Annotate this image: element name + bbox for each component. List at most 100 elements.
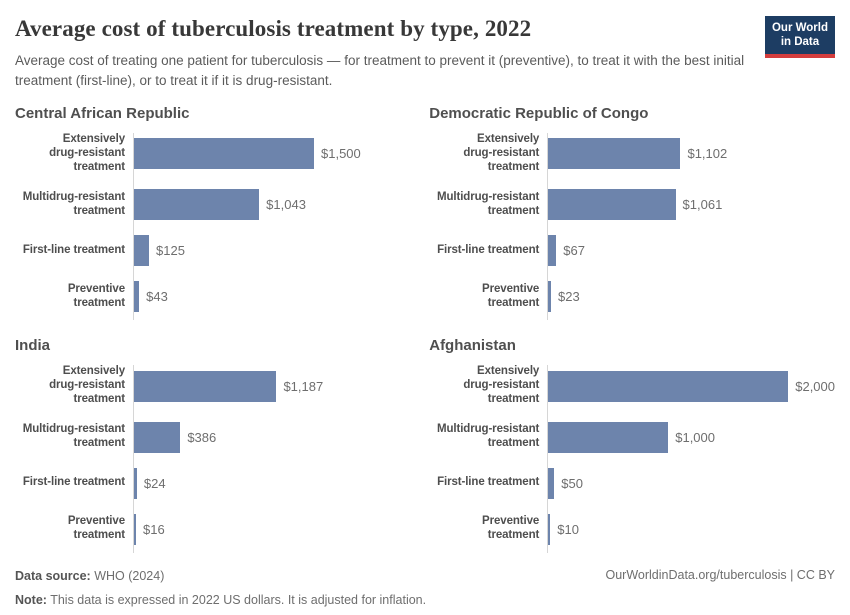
chart-panel: Democratic Republic of Congo Extensively… — [429, 104, 835, 321]
value-label: $1,043 — [266, 197, 306, 213]
bar-track: $23 — [548, 281, 835, 313]
panel-title: Afghanistan — [429, 337, 516, 355]
value-label: $24 — [143, 475, 166, 491]
bar-row: Preventive treatment $23 — [429, 281, 835, 313]
bar-track: $1,102 — [548, 138, 835, 170]
bar-track: $10 — [548, 513, 835, 545]
panel-title: Democratic Republic of Congo — [429, 104, 649, 122]
panels-grid: Central African Republic Extensively drug… — [15, 105, 835, 553]
data-source-label: Data source: — [15, 568, 91, 583]
category-label: Preventive treatment — [67, 283, 125, 309]
bar — [134, 513, 136, 545]
bar — [548, 513, 551, 545]
data-source-line: Data source: WHO (2024) — [15, 568, 426, 585]
panel-chart: Extensively drug-resistant treatment $2,00… — [429, 365, 835, 553]
bar-track: $1,187 — [134, 370, 413, 402]
panel-chart: Extensively drug-resistant treatment $1,18… — [15, 365, 413, 553]
category-label: Preventive treatment — [482, 283, 540, 309]
bar-row: Extensively drug-resistant treatment $2,00… — [429, 365, 835, 406]
bar-row: First-line treatment $50 — [429, 467, 835, 499]
owid-logo: Our World in Data — [764, 16, 835, 59]
axis-line — [133, 365, 134, 553]
bar — [134, 189, 260, 221]
panel-title: Central African Republic — [15, 104, 190, 122]
category-label: Multidrug-resistant treatment — [22, 423, 125, 450]
chart-panel: Central African Republic Extensively drug… — [15, 104, 413, 321]
value-label: $50 — [561, 475, 583, 491]
bar-row: First-line treatment $125 — [15, 235, 413, 267]
bar-track: $24 — [134, 467, 413, 499]
value-label: $43 — [146, 289, 168, 305]
bar — [548, 189, 676, 221]
bar — [134, 421, 181, 453]
bar-track: $43 — [134, 281, 413, 313]
owid-logo-line2: in Data — [780, 35, 820, 48]
bar — [134, 281, 140, 313]
value-label: $23 — [557, 289, 580, 305]
bar-row: First-line treatment $67 — [429, 235, 835, 267]
footer-citation-link[interactable]: OurWorldinData.org/tuberculosis | CC BY — [605, 567, 836, 582]
bar-row: Multidrug-resistant treatment $1,043 — [15, 189, 413, 221]
value-label: $1,000 — [675, 429, 715, 445]
bar-track: $16 — [134, 513, 413, 545]
category-label: Extensively drug-resistant treatment — [463, 365, 540, 405]
bar-track: $386 — [134, 421, 413, 453]
bar — [134, 138, 314, 170]
bar — [548, 281, 551, 313]
bar-row: Multidrug-resistant treatment $1,061 — [429, 189, 835, 221]
value-label: $1,102 — [687, 146, 728, 162]
note-line: Note: This data is expressed in 2022 US … — [15, 592, 426, 609]
axis-line — [133, 132, 134, 321]
category-label: Multidrug-resistant treatment — [436, 191, 540, 217]
value-label: $1,500 — [321, 146, 361, 162]
bar-row: Multidrug-resistant treatment $386 — [15, 421, 413, 453]
bar-row: Preventive treatment $43 — [15, 281, 413, 313]
category-label: Preventive treatment — [482, 515, 540, 542]
bar-row: Extensively drug-resistant treatment $1,50… — [15, 133, 413, 174]
category-label: Multidrug-resistant treatment — [22, 191, 125, 217]
category-label: Preventive treatment — [67, 515, 125, 542]
value-label: $67 — [563, 243, 585, 259]
value-label: $1,187 — [283, 378, 324, 394]
category-label: Extensively drug-resistant treatment — [463, 132, 540, 173]
bar-track: $50 — [548, 467, 835, 499]
bar-track: $1,043 — [134, 189, 413, 221]
panel-chart: Extensively drug-resistant treatment $1,50… — [15, 132, 413, 321]
value-label: $10 — [557, 521, 579, 537]
category-label: First-line treatment — [22, 476, 125, 489]
footer-left: Data source: WHO (2024) Note: This data … — [15, 568, 426, 615]
panel-title: India — [15, 337, 51, 355]
bar — [548, 467, 555, 499]
value-label: $386 — [187, 429, 217, 445]
bar-row: Preventive treatment $10 — [429, 513, 835, 545]
bar — [134, 370, 277, 402]
bar — [548, 138, 681, 170]
bar-row: Multidrug-resistant treatment $1,000 — [429, 421, 835, 453]
bar-track: $1,000 — [548, 421, 835, 453]
chart-footer: Data source: WHO (2024) Note: This data … — [15, 568, 835, 615]
panel-chart: Extensively drug-resistant treatment $1,10… — [429, 132, 835, 321]
chart-panel: Afghanistan Extensively drug-resistant tre… — [429, 337, 835, 553]
bar — [548, 235, 557, 267]
axis-line — [547, 132, 549, 321]
bar-row: Preventive treatment $16 — [15, 513, 413, 545]
category-label: Multidrug-resistant treatment — [436, 423, 540, 450]
category-label: First-line treatment — [437, 243, 540, 256]
bar-track: $67 — [548, 235, 835, 267]
bar — [134, 467, 137, 499]
chart-page: Average cost of tuberculosis treatment b… — [15, 16, 835, 607]
value-label: $125 — [156, 243, 185, 259]
bar-row: First-line treatment $24 — [15, 467, 413, 499]
value-label: $16 — [143, 521, 165, 537]
bar-track: $2,000 — [548, 370, 835, 402]
category-label: Extensively drug-resistant treatment — [49, 132, 125, 173]
category-label: First-line treatment — [22, 243, 125, 256]
category-label: First-line treatment — [437, 476, 540, 489]
bar-track: $1,500 — [134, 138, 413, 170]
bar — [548, 421, 669, 453]
data-source-text: WHO (2024) — [90, 568, 165, 583]
axis-line — [547, 365, 549, 553]
value-label: $2,000 — [795, 378, 835, 394]
value-label: $1,061 — [682, 197, 723, 213]
page-title: Average cost of tuberculosis treatment b… — [15, 16, 532, 41]
